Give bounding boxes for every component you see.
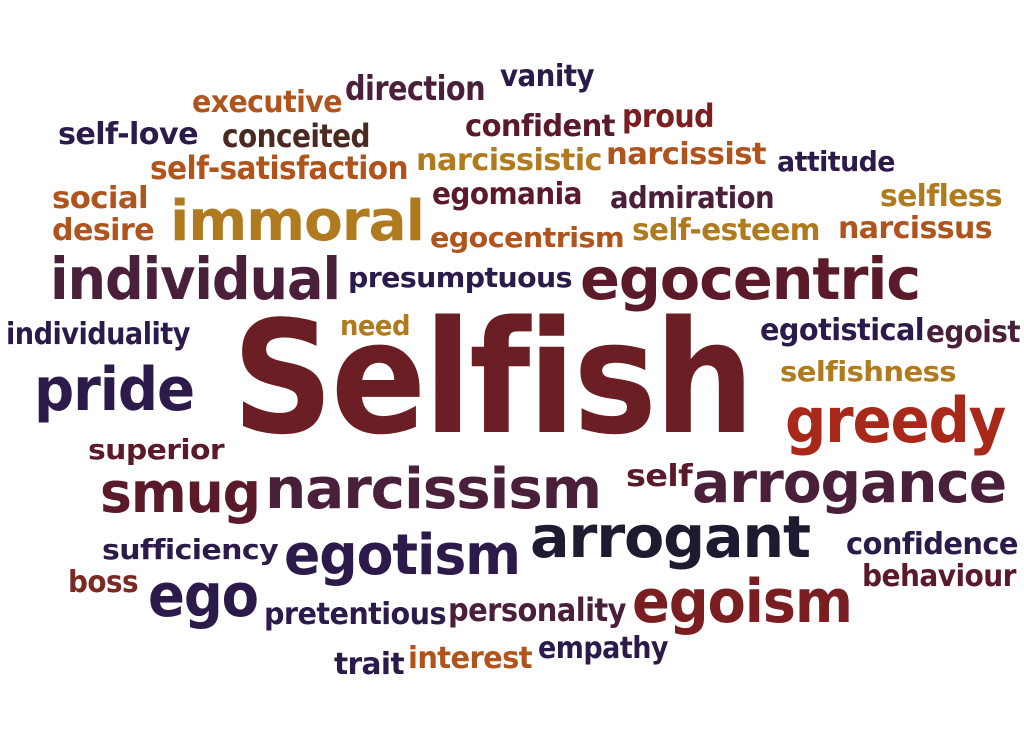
word-desire: desire bbox=[52, 213, 155, 248]
word-immoral: immoral bbox=[170, 189, 425, 254]
word-self: self bbox=[626, 459, 693, 494]
word-pretentious: pretentious bbox=[264, 597, 447, 632]
word-proud: proud bbox=[622, 97, 715, 135]
word-conceited: conceited bbox=[222, 117, 371, 155]
word-individual: individual bbox=[50, 245, 341, 313]
word-direction: direction bbox=[345, 69, 486, 109]
word-selfless: selfless bbox=[880, 179, 1003, 214]
word-trait: trait bbox=[334, 647, 405, 682]
word-self-love: self-love bbox=[58, 117, 199, 152]
word-confident: confident bbox=[465, 109, 616, 144]
word-ego: ego bbox=[148, 561, 259, 631]
word-attitude: attitude bbox=[777, 145, 896, 178]
word-selfish: Selfish bbox=[232, 287, 755, 469]
word-egotism: egotism bbox=[284, 523, 521, 588]
word-individuality: individuality bbox=[6, 317, 190, 352]
word-social: social bbox=[52, 181, 149, 216]
word-egocentrism: egocentrism bbox=[430, 221, 625, 254]
word-vanity: vanity bbox=[500, 59, 595, 94]
word-presumptuous: presumptuous bbox=[348, 261, 573, 294]
word-narcissism: narcissism bbox=[265, 457, 602, 522]
word-narcissistic: narcissistic bbox=[416, 143, 603, 178]
word-selfishness: selfishness bbox=[780, 355, 957, 388]
word-admiration: admiration bbox=[610, 181, 775, 216]
word-sufficiency: sufficiency bbox=[102, 533, 279, 566]
word-behaviour: behaviour bbox=[862, 559, 1016, 594]
word-need: need bbox=[340, 309, 410, 342]
word-egotistical: egotistical bbox=[760, 313, 925, 348]
word-personality: personality bbox=[448, 591, 627, 629]
word-arrogance: arrogance bbox=[692, 451, 1007, 516]
word-superior: superior bbox=[88, 433, 225, 466]
word-greedy: greedy bbox=[785, 384, 1006, 457]
word-arrogant: arrogant bbox=[530, 503, 811, 571]
word-narcissist: narcissist bbox=[606, 137, 767, 172]
word-smug: smug bbox=[100, 461, 261, 526]
word-empathy: empathy bbox=[538, 631, 668, 666]
word-interest: interest bbox=[408, 641, 533, 676]
word-self-esteem: self-esteem bbox=[632, 213, 821, 248]
word-egoism: egoism bbox=[632, 567, 853, 637]
word-pride: pride bbox=[34, 355, 195, 425]
word-self-satisfaction: self-satisfaction bbox=[150, 149, 409, 187]
word-boss: boss bbox=[68, 565, 139, 600]
word-egocentric: egocentric bbox=[580, 245, 921, 313]
word-executive: executive bbox=[192, 85, 342, 120]
word-confidence: confidence bbox=[846, 527, 1019, 562]
word-egoist: egoist bbox=[926, 315, 1021, 350]
word-narcissus: narcissus bbox=[838, 211, 993, 246]
word-egomania: egomania bbox=[432, 177, 582, 212]
